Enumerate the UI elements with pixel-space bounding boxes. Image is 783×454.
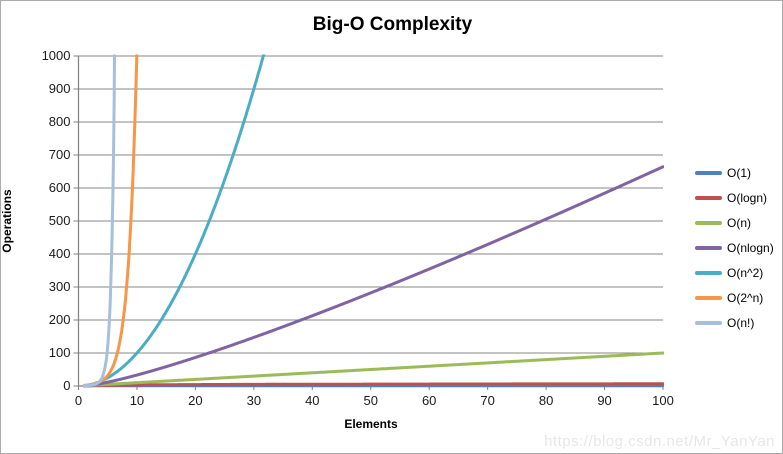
legend-item: O(n): [695, 215, 774, 230]
x-tick-label: 20: [188, 393, 203, 408]
x-axis-title: Elements: [344, 417, 398, 431]
y-tick-label: 1000: [41, 48, 71, 63]
legend-item: O(n!): [695, 315, 774, 330]
watermark-text: https://blog.csdn.net/Mr_YanYan: [544, 433, 775, 450]
series-line-o-n-: [82, 54, 117, 388]
y-tick-label: 400: [48, 246, 71, 261]
y-tick-label: 600: [48, 180, 71, 195]
y-tick-label: 200: [48, 312, 71, 327]
y-tick-label: 0: [63, 378, 71, 393]
x-tick-label: 70: [480, 393, 495, 408]
x-tick-label: 100: [652, 393, 674, 408]
series-line-o-nlogn-: [82, 165, 664, 388]
legend-label: O(nlogn): [727, 240, 774, 255]
legend-label: O(n^2): [727, 265, 764, 280]
legend-marker: [695, 220, 722, 225]
legend-marker: [695, 295, 722, 300]
legend-marker: [695, 170, 722, 175]
series-line-o-n-2-: [82, 54, 266, 388]
legend-label: O(n!): [727, 315, 755, 330]
legend: O(1) O(logn) O(n) O(nlogn) O(n^2) O(2^n) O(n!): [695, 165, 774, 330]
y-tick-label: 300: [48, 279, 71, 294]
legend-label: O(2^n): [727, 290, 764, 305]
legend-marker: [695, 195, 722, 200]
y-axis-title: Operations: [0, 189, 14, 253]
series-line-o-logn-: [82, 382, 664, 388]
y-tick-label: 100: [48, 345, 71, 360]
y-tick-label: 900: [48, 81, 71, 96]
legend-item: O(1): [695, 165, 774, 180]
series-line-o-n-: [82, 351, 664, 388]
legend-item: O(n^2): [695, 265, 774, 280]
legend-item: O(2^n): [695, 290, 774, 305]
legend-marker: [695, 270, 722, 275]
legend-label: O(1): [727, 165, 751, 180]
legend-label: O(logn): [727, 190, 768, 205]
legend-marker: [695, 245, 722, 250]
x-tick-label: 40: [305, 393, 320, 408]
y-tick-label: 500: [48, 213, 71, 228]
legend-item: O(nlogn): [695, 240, 774, 255]
legend-label: O(n): [727, 215, 751, 230]
x-tick-label: 60: [421, 393, 437, 408]
legend-item: O(logn): [695, 190, 774, 205]
x-tick-label: 50: [363, 393, 378, 408]
x-tick-label: 0: [74, 393, 83, 408]
x-tick-label: 10: [129, 393, 145, 408]
x-tick-label: 30: [246, 393, 262, 408]
x-tick-label: 80: [538, 393, 554, 408]
legend-marker: [695, 320, 722, 325]
chart-title: Big-O Complexity: [312, 14, 473, 35]
y-tick-label: 800: [48, 114, 71, 129]
x-tick-label: 90: [597, 393, 612, 408]
y-tick-label: 700: [48, 147, 71, 162]
